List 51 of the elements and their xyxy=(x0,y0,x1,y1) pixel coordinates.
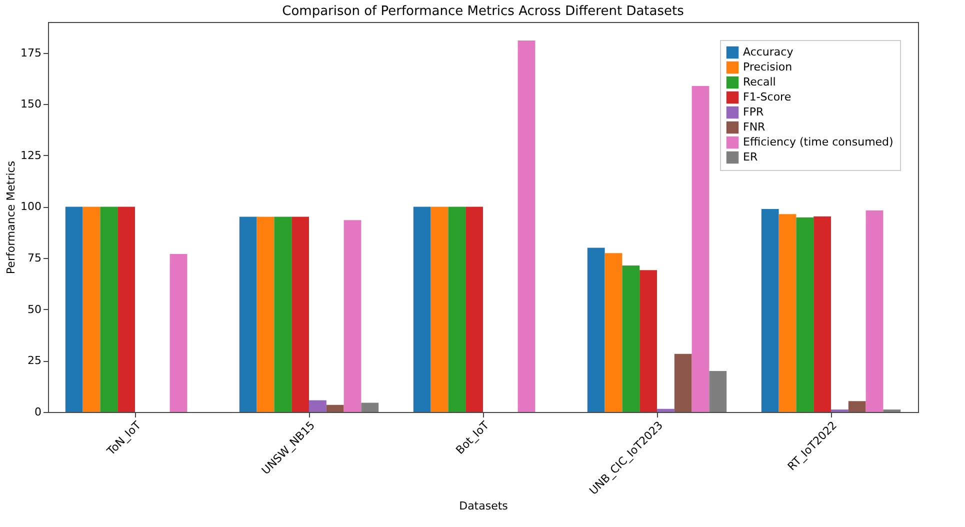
bar xyxy=(761,208,779,412)
y-tick-label: 150 xyxy=(20,98,42,111)
bar xyxy=(674,354,692,412)
bar xyxy=(309,400,326,412)
bar xyxy=(692,86,710,412)
legend-label: F1-Score xyxy=(743,90,792,104)
legend-label: ER xyxy=(743,150,758,164)
legend-label: Recall xyxy=(743,76,776,88)
legend-label: Accuracy xyxy=(743,46,794,58)
bar xyxy=(292,216,309,412)
bar xyxy=(118,206,135,412)
chart-title: Comparison of Performance Metrics Across Different Datasets xyxy=(282,4,684,19)
y-tick-label: 75 xyxy=(28,252,42,265)
bar xyxy=(448,206,466,412)
bar xyxy=(814,216,831,412)
bar xyxy=(430,206,448,412)
bar xyxy=(100,206,118,412)
legend-label: FPR xyxy=(743,106,764,118)
bar xyxy=(848,401,866,412)
bar xyxy=(466,206,483,412)
bar xyxy=(65,206,83,412)
y-axis-title: Performance Metrics xyxy=(4,160,18,274)
bar xyxy=(622,265,640,412)
bar xyxy=(796,217,814,412)
bar xyxy=(709,370,727,412)
legend-label: FNR xyxy=(743,120,766,134)
y-tick-label: 100 xyxy=(20,200,42,214)
y-tick-label: 0 xyxy=(34,406,42,418)
y-tick-label: 125 xyxy=(20,148,42,162)
bar xyxy=(82,206,100,412)
legend-label: Efficiency (time consumed) xyxy=(743,136,894,148)
bar xyxy=(604,253,622,412)
y-tick-label: 175 xyxy=(20,46,42,60)
bar xyxy=(657,408,674,412)
legend-label: Precision xyxy=(743,60,792,74)
bar xyxy=(344,220,362,412)
bar xyxy=(274,216,292,412)
x-axis-title: Datasets xyxy=(459,500,508,513)
bar xyxy=(361,402,379,412)
bar xyxy=(866,210,884,412)
bar xyxy=(640,270,657,412)
bar xyxy=(587,248,605,412)
bar xyxy=(256,216,274,412)
y-tick-label: 25 xyxy=(28,354,42,368)
y-tick-label: 50 xyxy=(28,302,42,316)
bar xyxy=(239,216,257,412)
bar xyxy=(413,206,431,412)
bar xyxy=(326,404,344,412)
bar xyxy=(518,40,536,412)
bar xyxy=(778,214,796,412)
bar xyxy=(170,254,188,412)
